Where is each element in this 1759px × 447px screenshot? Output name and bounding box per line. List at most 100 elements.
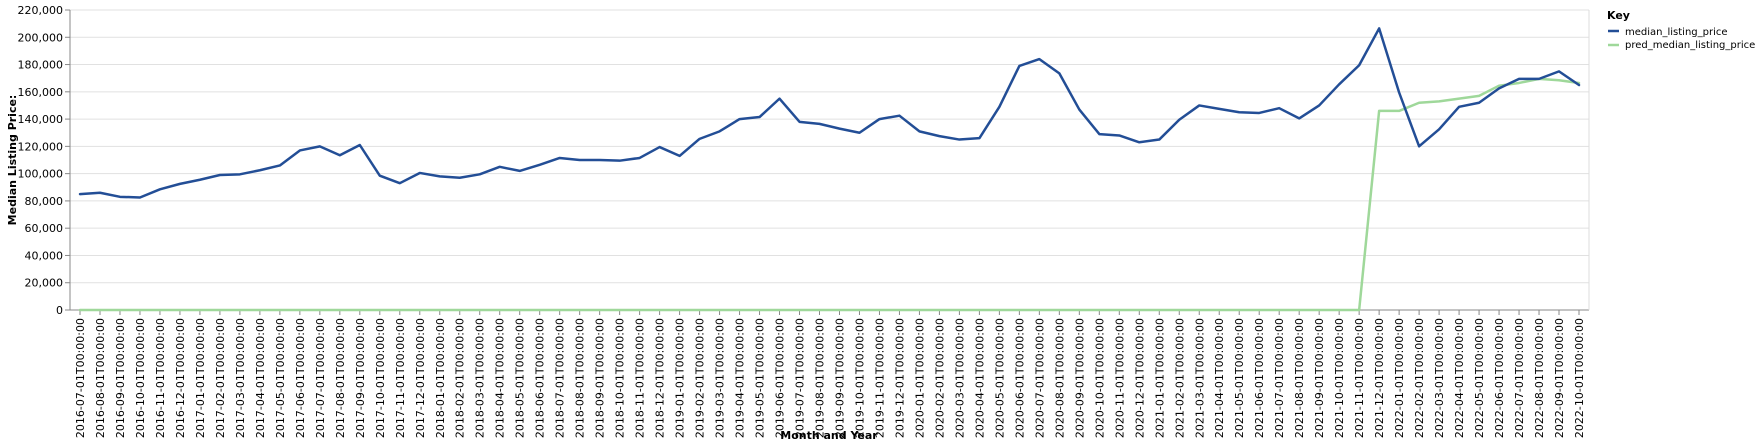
x-tick-label: 2022-09-01T00:00:00 [1553,318,1566,438]
x-tick-label: 2021-02-01T00:00:00 [1173,318,1186,438]
x-tick-label: 2018-08-01T00:00:00 [574,318,587,438]
x-tick-label: 2021-12-01T00:00:00 [1373,318,1386,438]
x-tick-label: 2016-07-01T00:00:00 [74,318,87,438]
x-tick-label: 2018-07-01T00:00:00 [554,318,567,438]
x-tick-label: 2017-06-01T00:00:00 [294,318,307,438]
x-tick-label: 2021-09-01T00:00:00 [1313,318,1326,438]
y-tick-label: 20,000 [25,277,64,290]
x-tick-label: 2018-09-01T00:00:00 [594,318,607,438]
y-tick-label: 160,000 [18,86,64,99]
y-tick-label: 140,000 [18,113,64,126]
x-tick-label: 2018-02-01T00:00:00 [454,318,467,438]
x-tick-label: 2016-11-01T00:00:00 [154,318,167,438]
y-tick-label: 100,000 [18,168,64,181]
x-tick-label: 2022-10-01T00:00:00 [1573,318,1586,438]
x-tick-label: 2019-03-01T00:00:00 [714,318,727,438]
x-axis-ticks: 2016-07-01T00:00:00 2016-08-01T00:00:00 20… [74,310,1586,438]
x-tick-label: 2017-08-01T00:00:00 [334,318,347,438]
y-tick-label: 0 [56,304,63,317]
x-tick-label: 2018-06-01T00:00:00 [534,318,547,438]
gridlines [70,9,1589,311]
x-tick-label: 2018-11-01T00:00:00 [634,318,647,438]
x-tick-label: 2017-11-01T00:00:00 [394,318,407,438]
y-tick-label: 60,000 [25,222,64,235]
x-tick-label: 2022-03-01T00:00:00 [1433,318,1446,438]
y-tick-label: 220,000 [18,4,64,17]
x-tick-label: 2016-12-01T00:00:00 [174,318,187,438]
x-tick-label: 2022-05-01T00:00:00 [1473,318,1486,438]
x-tick-label: 2022-06-01T00:00:00 [1493,318,1506,438]
x-tick-label: 2019-01-01T00:00:00 [674,318,687,438]
x-tick-label: 2020-08-01T00:00:00 [1053,318,1066,438]
x-tick-label: 2017-02-01T00:00:00 [214,318,227,438]
x-tick-label: 2016-10-01T00:00:00 [134,318,147,438]
x-tick-label: 2017-12-01T00:00:00 [414,318,427,438]
x-tick-label: 2018-05-01T00:00:00 [514,318,527,438]
x-axis-title: Month and Year [780,429,878,442]
y-tick-label: 40,000 [25,249,64,262]
x-tick-label: 2022-07-01T00:00:00 [1513,318,1526,438]
x-tick-label: 2021-04-01T00:00:00 [1213,318,1226,438]
x-tick-label: 2021-07-01T00:00:00 [1273,318,1286,438]
x-tick-label: 2020-02-01T00:00:00 [933,318,946,438]
x-tick-label: 2016-09-01T00:00:00 [114,318,127,438]
x-tick-label: 2017-04-01T00:00:00 [254,318,267,438]
legend: Key median_listing_price pred_median_lis… [1607,9,1755,51]
x-tick-label: 2019-09-01T00:00:00 [833,318,846,438]
x-tick-label: 2020-04-01T00:00:00 [973,318,986,438]
x-tick-label: 2019-10-01T00:00:00 [853,318,866,438]
x-tick-label: 2020-03-01T00:00:00 [953,318,966,438]
axes [69,10,1590,311]
x-tick-label: 2022-01-01T00:00:00 [1393,318,1406,438]
x-tick-label: 2018-04-01T00:00:00 [494,318,507,438]
x-tick-label: 2022-02-01T00:00:00 [1413,318,1426,438]
x-tick-label: 2020-05-01T00:00:00 [993,318,1006,438]
x-tick-label: 2021-05-01T00:00:00 [1233,318,1246,438]
x-tick-label: 2019-06-01T00:00:00 [774,318,787,438]
x-tick-label: 2019-02-01T00:00:00 [694,318,707,438]
x-tick-label: 2017-10-01T00:00:00 [374,318,387,438]
x-tick-label: 2018-10-01T00:00:00 [614,318,627,438]
x-tick-label: 2020-06-01T00:00:00 [1013,318,1026,438]
x-tick-label: 2020-01-01T00:00:00 [913,318,926,438]
x-tick-label: 2019-11-01T00:00:00 [873,318,886,438]
x-tick-label: 2017-01-01T00:00:00 [194,318,207,438]
x-tick-label: 2019-08-01T00:00:00 [814,318,827,438]
x-tick-label: 2021-11-01T00:00:00 [1353,318,1366,438]
x-tick-label: 2022-08-01T00:00:00 [1533,318,1546,438]
x-tick-label: 2018-01-01T00:00:00 [434,318,447,438]
x-tick-label: 2018-12-01T00:00:00 [654,318,667,438]
x-tick-label: 2016-08-01T00:00:00 [94,318,107,438]
legend-title: Key [1607,9,1630,22]
x-tick-label: 2019-05-01T00:00:00 [754,318,767,438]
y-axis-title: Median Listing Price: [6,95,19,226]
x-tick-label: 2021-08-01T00:00:00 [1293,318,1306,438]
x-tick-label: 2018-03-01T00:00:00 [474,318,487,438]
x-tick-label: 2020-07-01T00:00:00 [1033,318,1046,438]
x-tick-label: 2020-11-01T00:00:00 [1113,318,1126,438]
series-line-median-listing-price [78,27,1581,199]
series-lines [78,27,1581,312]
x-tick-label: 2019-04-01T00:00:00 [734,318,747,438]
x-tick-label: 2020-10-01T00:00:00 [1093,318,1106,438]
x-tick-label: 2017-07-01T00:00:00 [314,318,327,438]
y-tick-label: 180,000 [18,59,64,72]
legend-label-pred-median-listing-price: pred_median_listing_price [1625,40,1755,51]
y-axis-ticks: 0 20,000 40,000 60,000 80,000 100,000 120,000 1… [18,4,70,317]
y-tick-label: 120,000 [18,140,64,153]
x-tick-label: 2021-10-01T00:00:00 [1333,318,1346,438]
x-tick-label: 2017-05-01T00:00:00 [274,318,287,438]
x-tick-label: 2020-09-01T00:00:00 [1073,318,1086,438]
x-tick-label: 2021-06-01T00:00:00 [1253,318,1266,438]
legend-label-median-listing-price: median_listing_price [1625,27,1728,38]
x-tick-label: 2021-03-01T00:00:00 [1193,318,1206,438]
x-tick-label: 2022-04-01T00:00:00 [1453,318,1466,438]
x-tick-label: 2020-12-01T00:00:00 [1133,318,1146,438]
y-tick-label: 80,000 [25,195,64,208]
series-line-pred-median-listing-price [78,77,1581,312]
y-tick-label: 200,000 [18,31,64,44]
x-tick-label: 2021-01-01T00:00:00 [1153,318,1166,438]
x-tick-label: 2017-09-01T00:00:00 [354,318,367,438]
x-tick-label: 2019-07-01T00:00:00 [794,318,807,438]
